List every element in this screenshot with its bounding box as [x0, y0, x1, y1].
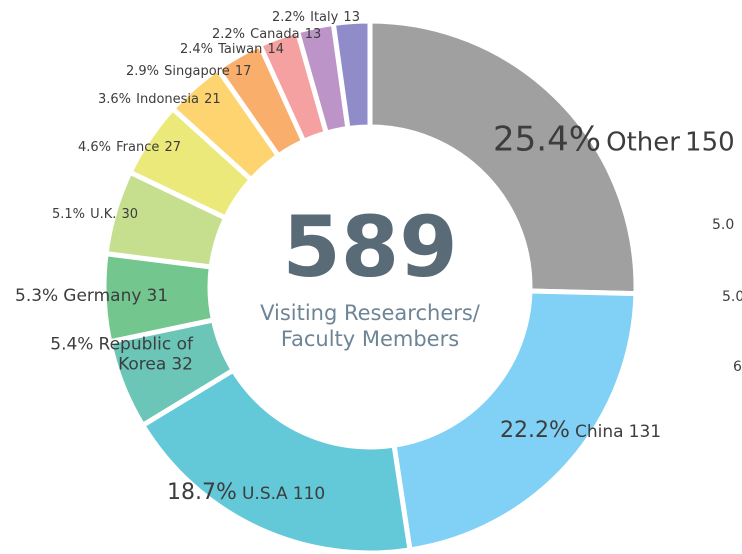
slice-name: Germany — [63, 285, 142, 306]
slice-label: 18.7% U.S.A 110 — [167, 480, 325, 506]
cut-off-label: 5.0 — [712, 217, 735, 233]
slice-label: 2.9% Singapore 17 — [126, 60, 251, 80]
slice-percent: 5.3% — [15, 285, 59, 306]
slice-percent: 2.9% — [126, 64, 160, 80]
slice-name: Taiwan — [218, 42, 263, 58]
donut-slice — [139, 366, 413, 554]
slice-count: 131 — [628, 421, 662, 442]
cut-off-label: 5.0 — [722, 289, 742, 305]
slice-count: 30 — [121, 207, 139, 223]
slice-count: 110 — [292, 483, 326, 504]
slice-count: 31 — [146, 285, 169, 306]
slice-count: 13 — [343, 10, 360, 26]
slice-name: Italy — [310, 10, 339, 26]
slice-name: Other — [606, 127, 680, 158]
slice-percent: 2.2% — [272, 10, 306, 26]
slice-name: Canada — [250, 27, 300, 43]
slice-percent: 25.4% — [493, 119, 602, 160]
slice-count: 13 — [304, 27, 322, 43]
slice-label: 4.6% France 27 — [78, 136, 181, 156]
slice-percent: 3.6% — [98, 92, 132, 108]
slice-count: 32 — [171, 355, 193, 375]
total-caption: Visiting Researchers/ Faculty Members — [260, 301, 480, 352]
slice-percent: 2.4% — [180, 42, 214, 58]
slice-label: 2.2% Canada 13 — [212, 23, 321, 43]
slice-count: 21 — [204, 92, 221, 108]
slice-percent: 5.1% — [52, 207, 86, 223]
slice-label: 25.4% Other 150 — [493, 120, 735, 161]
slice-name: U.K. — [90, 207, 117, 223]
slice-label: 5.1% U.K. 30 — [52, 203, 138, 223]
slice-label: 2.4% Taiwan 14 — [180, 38, 284, 58]
slice-count: 17 — [234, 64, 252, 80]
slice-name: U.S.A — [241, 483, 288, 504]
slice-percent: 5.4% — [50, 334, 94, 355]
slice-percent: 18.7% — [167, 479, 237, 505]
donut-slice — [367, 18, 639, 297]
slice-name: China — [574, 421, 624, 442]
slice-label: 2.2% Italy 13 — [272, 6, 360, 26]
slice-label: 5.4% Republic of Korea 32 — [0, 335, 193, 376]
slice-name: Republic of Korea — [98, 334, 193, 375]
slice-percent: 4.6% — [78, 140, 112, 156]
slice-count: 27 — [164, 140, 181, 156]
slice-label: 22.2% China 131 — [500, 418, 661, 444]
slice-label: 3.6% Indonesia 21 — [98, 88, 221, 108]
slice-count: 14 — [267, 42, 284, 58]
donut-slice — [391, 288, 639, 553]
slice-percent: 22.2% — [500, 417, 570, 443]
slice-name: Singapore — [164, 64, 230, 80]
slice-name: Indonesia — [136, 92, 199, 108]
slice-percent: 2.2% — [212, 27, 246, 43]
cut-off-label: 6 — [733, 359, 742, 375]
slice-name: France — [116, 140, 160, 156]
donut-slice — [330, 18, 373, 132]
slice-label: 5.3% Germany 31 — [15, 286, 168, 306]
slice-count: 150 — [685, 127, 735, 158]
total-value: 589 — [282, 198, 458, 296]
